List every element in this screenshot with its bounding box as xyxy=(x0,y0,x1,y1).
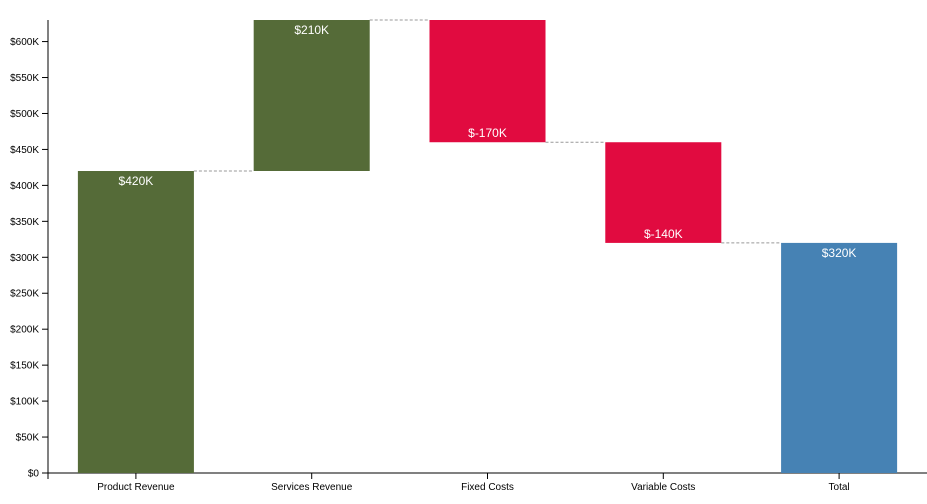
y-tick-label: $300K xyxy=(10,253,39,264)
bar-variable-costs xyxy=(605,142,722,243)
bar-value-label: $-170K xyxy=(468,126,507,140)
bar-fixed-costs xyxy=(429,20,546,143)
x-axis: Product Revenue Services Revenue Fixed Cos… xyxy=(47,472,927,493)
y-tick-label: $200K xyxy=(10,325,39,336)
y-tick-label: $100K xyxy=(10,397,39,408)
y-tick-label: $500K xyxy=(10,109,39,120)
bar-value-label: $-140K xyxy=(644,227,683,241)
y-tick-label: $50K xyxy=(16,433,40,444)
y-tick-label: $600K xyxy=(10,37,39,48)
bar-value-label: $320K xyxy=(822,246,857,260)
data-labels: $420K $210K $-170K $-140K $320K xyxy=(119,23,857,260)
bar-value-label: $420K xyxy=(119,174,154,188)
bar-value-label: $210K xyxy=(294,23,329,37)
x-tick-label: Total xyxy=(829,482,850,493)
y-axis: $0 $50K $100K $150K $200K $250K $300K $350K $400… xyxy=(10,20,49,480)
x-tick-label: Variable Costs xyxy=(631,482,695,493)
bar-total xyxy=(781,242,898,473)
bar-services-revenue xyxy=(253,20,370,171)
y-tick-label: $0 xyxy=(28,469,40,480)
x-tick-label: Fixed Costs xyxy=(461,482,514,493)
y-tick-label: $350K xyxy=(10,217,39,228)
bars xyxy=(77,20,898,473)
x-tick-label: Product Revenue xyxy=(97,482,175,493)
y-tick-label: $150K xyxy=(10,361,39,372)
y-tick-label: $550K xyxy=(10,73,39,84)
x-tick-label: Services Revenue xyxy=(271,482,353,493)
y-tick-label: $250K xyxy=(10,289,39,300)
y-tick-label: $400K xyxy=(10,181,39,192)
y-tick-label: $450K xyxy=(10,145,39,156)
bar-product-revenue xyxy=(77,171,194,473)
